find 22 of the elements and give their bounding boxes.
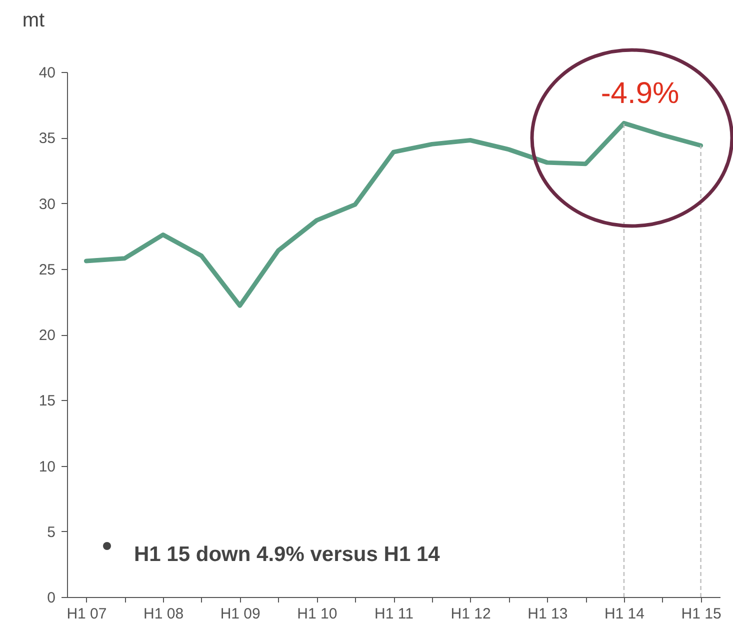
y-tick-label: 0 [47, 590, 56, 606]
x-tick-label: H1 13 [528, 606, 568, 622]
annotation: H1 15 down 4.9% versus H1 14 [134, 543, 440, 566]
y-tick-label: 40 [38, 64, 56, 82]
x-tick-label: H1 09 [220, 606, 260, 622]
line-series [84, 120, 704, 308]
y-tick-label: 25 [38, 261, 56, 278]
x-tick-label: H1 11 [374, 606, 414, 622]
annotation: -4.9% [600, 77, 680, 110]
y-tick-label: 10 [38, 458, 56, 476]
x-tick-label: H1 15 [681, 606, 722, 622]
x-tick-label: H1 12 [450, 606, 491, 622]
x-tick-label: H1 07 [66, 606, 107, 622]
y-tick-label: 15 [38, 392, 56, 410]
y-tick-label: 5 [47, 524, 56, 541]
y-tick-label: 35 [38, 130, 56, 148]
x-tick-label: H1 14 [604, 606, 644, 622]
x-tick-label: H1 10 [297, 606, 338, 622]
x-tick-label: H1 08 [144, 606, 184, 622]
y-tick-label: 20 [38, 327, 56, 344]
y-tick-label: 30 [38, 196, 56, 213]
y-axis-title: mt [22, 10, 46, 32]
